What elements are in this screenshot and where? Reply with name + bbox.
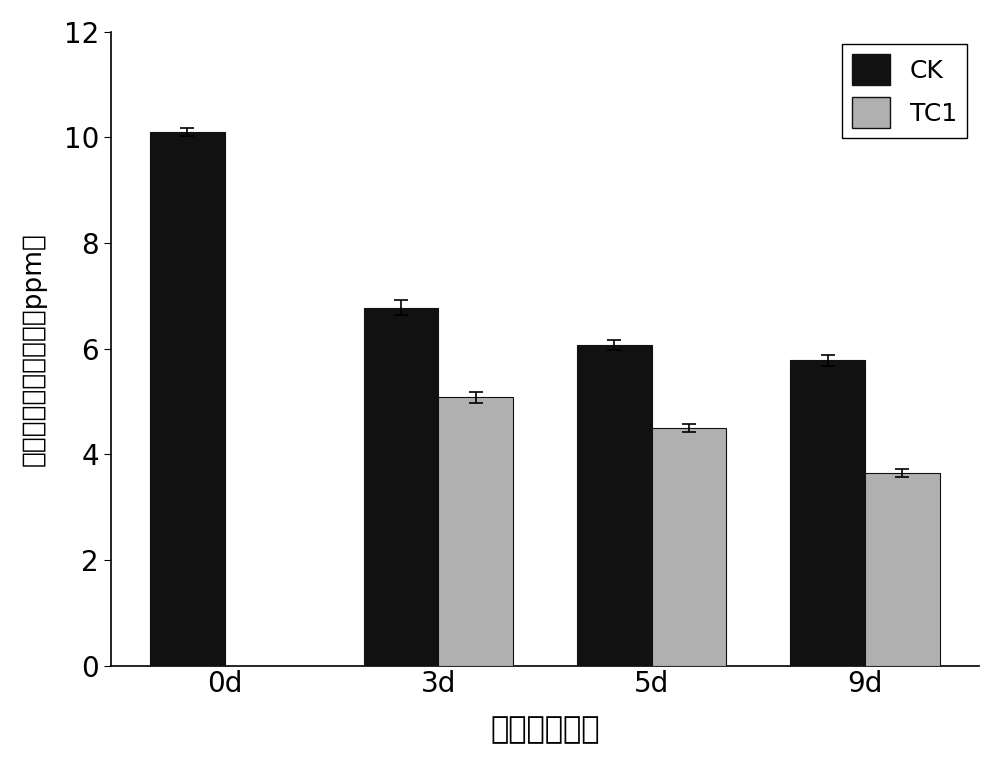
Y-axis label: 四　环素　残留浓度（ppm）: 四 环素 残留浓度（ppm） [21, 232, 47, 466]
Bar [438, 397, 513, 666]
Bar [364, 308, 438, 666]
Legend: CK, TC1: CK, TC1 [842, 44, 967, 138]
Bar [150, 132, 225, 666]
X-axis label: 时间　（天）: 时间 （天） [490, 715, 600, 744]
Bar [865, 473, 940, 666]
Bar [652, 428, 726, 666]
Bar [577, 345, 652, 666]
Bar [790, 360, 865, 666]
